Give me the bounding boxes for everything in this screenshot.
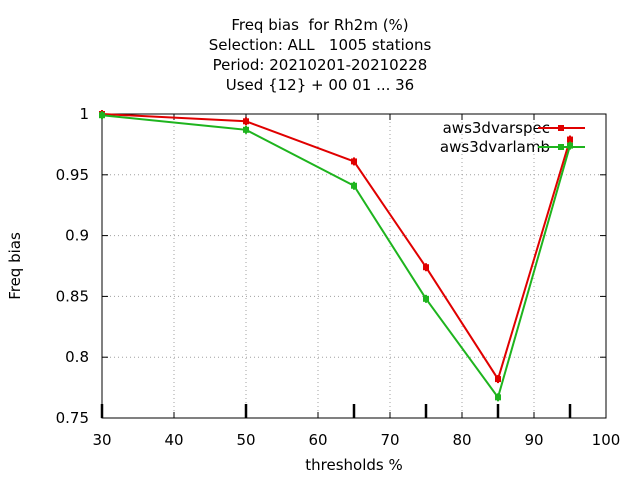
y-tick-label: 0.95 (56, 166, 89, 184)
data-point (567, 136, 573, 143)
y-tick-label: 1 (79, 105, 89, 123)
x-tick-label: 90 (524, 431, 543, 449)
y-tick-label: 0.8 (65, 348, 89, 366)
y-tick-label: 0.75 (56, 409, 89, 427)
legend-swatch-marker (558, 144, 564, 150)
title-line-3: Period: 20210201-20210228 (212, 56, 428, 74)
tick-marks: 30 40 50 60 70 80 90 100 0.75 0.8 0.85 0.9 0.95 1 (56, 105, 621, 449)
x-tick-label: 30 (92, 431, 111, 449)
data-point (567, 142, 573, 149)
x-tick-label: 100 (592, 431, 621, 449)
title-line-1: Freq bias for Rh2m (%) (231, 16, 409, 34)
x-tick-label: 80 (452, 431, 471, 449)
data-point (99, 112, 105, 119)
series-layer (99, 110, 573, 402)
data-point (243, 126, 249, 133)
legend-swatch-marker (558, 125, 564, 131)
data-point (495, 376, 501, 383)
x-tick-label: 40 (164, 431, 183, 449)
data-point (243, 118, 249, 125)
x-axis-title: thresholds % (305, 456, 403, 474)
title-line-2: Selection: ALL 1005 stations (208, 36, 432, 54)
y-tick-label: 0.85 (56, 287, 89, 305)
x-tick-label: 50 (236, 431, 255, 449)
data-point (351, 182, 357, 189)
data-point (423, 264, 429, 271)
legend-label: aws3dvarlamb (440, 138, 550, 156)
y-tick-label: 0.9 (65, 227, 89, 245)
data-point (351, 158, 357, 165)
series-line-aws3dvarlamb (101, 114, 571, 400)
title-line-4: Used {12} + 00 01 ... 36 (225, 76, 415, 94)
grid-lines (102, 114, 606, 418)
x-tick-label: 70 (380, 431, 399, 449)
data-point (423, 295, 429, 302)
legend-label: aws3dvarspec (443, 119, 550, 137)
x-tick-label: 60 (308, 431, 327, 449)
data-point (495, 394, 501, 401)
series-line-aws3dvarspec (101, 113, 571, 382)
